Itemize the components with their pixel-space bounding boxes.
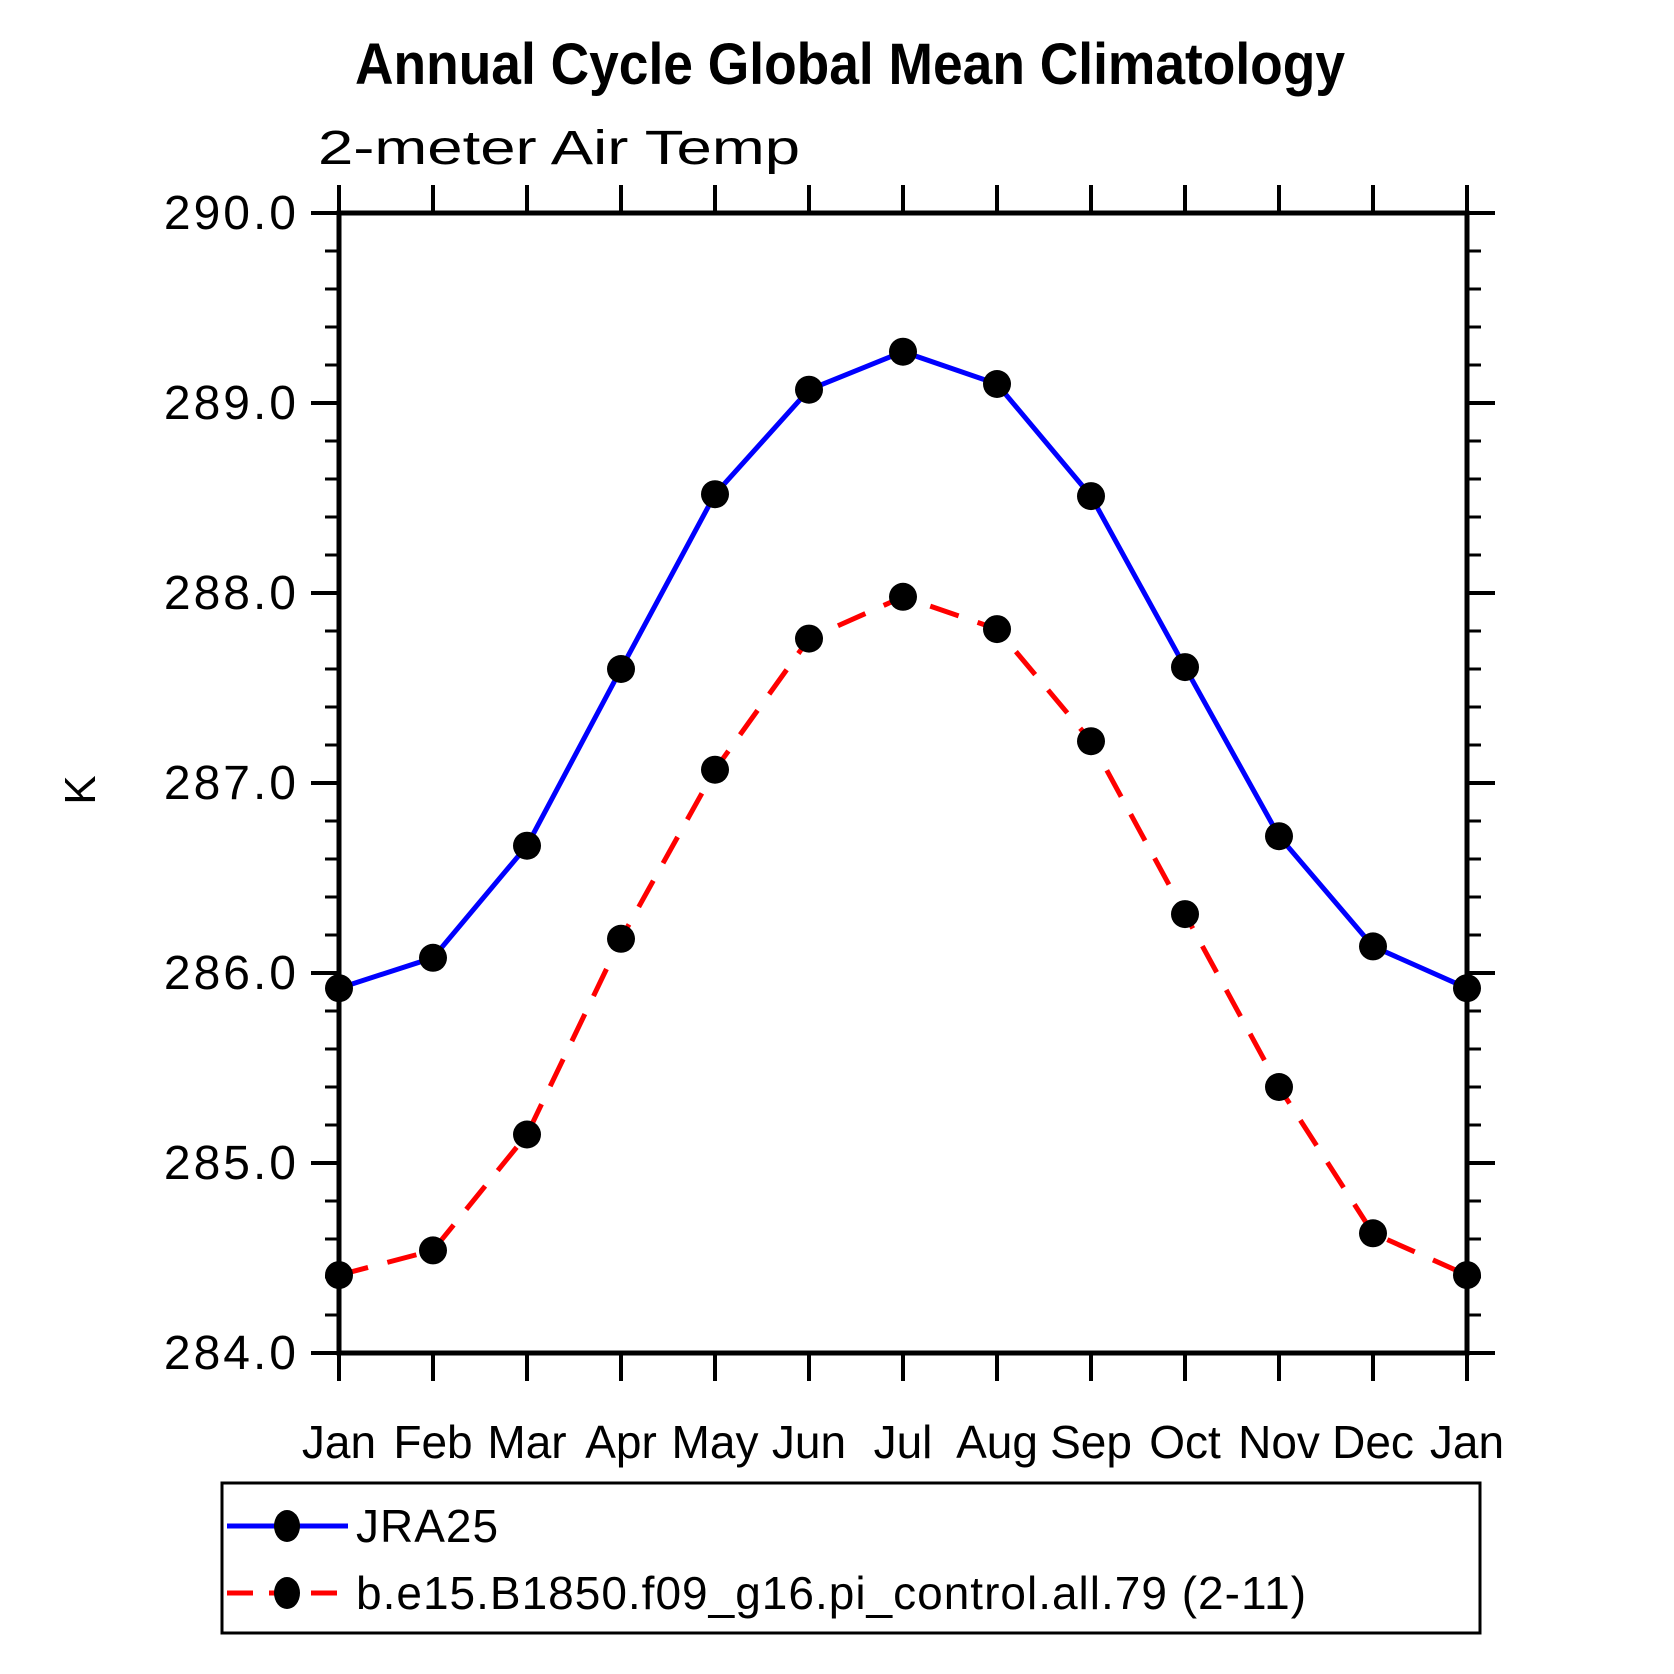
data-point-marker bbox=[1359, 932, 1387, 961]
data-point-marker bbox=[1453, 1261, 1481, 1290]
axes-layer: 284.0 285.0 286.0 287.0 288.0 289.0 290.0 Jan Fe… bbox=[164, 185, 1504, 1468]
series-line-0 bbox=[338, 349, 1469, 991]
series-layer bbox=[325, 337, 1481, 1290]
data-point-marker bbox=[889, 337, 917, 366]
legend-label: JRA25 bbox=[356, 1500, 499, 1552]
data-point-marker bbox=[983, 370, 1011, 398]
data-point-marker bbox=[607, 655, 635, 683]
legend-sample-marker bbox=[274, 1577, 300, 1609]
data-point-marker bbox=[1171, 653, 1199, 682]
data-point-marker bbox=[1171, 900, 1199, 929]
data-point-marker bbox=[701, 480, 729, 509]
chart-subtitle: 2-meter Air Temp bbox=[318, 122, 800, 175]
data-point-marker bbox=[325, 1261, 353, 1290]
data-point-marker bbox=[889, 582, 917, 611]
data-point-marker bbox=[701, 755, 729, 784]
x-tick-label: Jan bbox=[302, 1416, 376, 1468]
data-point-marker bbox=[607, 924, 635, 953]
x-tick-label: Aug bbox=[956, 1416, 1038, 1468]
legend-label: b.e15.B1850.f09_g16.pi_control.all.79 (2… bbox=[356, 1567, 1307, 1619]
data-point-marker bbox=[325, 974, 353, 1003]
x-tick-label: Feb bbox=[393, 1416, 472, 1468]
data-point-marker bbox=[1453, 974, 1481, 1003]
y-tick-label: 285.0 bbox=[164, 1137, 299, 1190]
y-tick-label: 289.0 bbox=[164, 377, 299, 430]
y-tick-label: 286.0 bbox=[164, 947, 299, 1000]
legend-box bbox=[220, 1481, 1482, 1635]
legend-sample-marker bbox=[274, 1510, 300, 1542]
legend: JRA25 b.e15.B1850.f09_g16.pi_control.all.… bbox=[220, 1481, 1482, 1635]
y-tick-label: 284.0 bbox=[164, 1327, 299, 1380]
data-point-marker bbox=[1077, 727, 1105, 756]
data-point-marker bbox=[1265, 1073, 1293, 1101]
y-tick-label: 290.0 bbox=[164, 187, 299, 240]
data-point-marker bbox=[795, 375, 823, 404]
x-tick-label: Jan bbox=[1430, 1416, 1504, 1468]
y-tick-label: 288.0 bbox=[164, 567, 299, 620]
data-point-marker bbox=[419, 943, 447, 972]
x-tick-label: Dec bbox=[1332, 1416, 1414, 1468]
data-point-marker bbox=[513, 831, 541, 860]
data-point-marker bbox=[1359, 1219, 1387, 1248]
x-tick-label: Oct bbox=[1149, 1416, 1221, 1468]
chart-title: Annual Cycle Global Mean Climatology bbox=[355, 32, 1345, 97]
x-tick-label: Jun bbox=[772, 1416, 846, 1468]
x-tick-label: Jul bbox=[874, 1416, 933, 1468]
plot-frame bbox=[336, 210, 1470, 1356]
data-point-marker bbox=[983, 615, 1011, 644]
data-point-marker bbox=[1077, 482, 1105, 511]
data-point-marker bbox=[1265, 822, 1293, 851]
data-point-marker bbox=[513, 1120, 541, 1149]
data-point-marker bbox=[795, 624, 823, 653]
series-line-1 bbox=[338, 594, 1469, 1278]
y-axis-title: K bbox=[56, 775, 105, 804]
y-tick-label: 287.0 bbox=[164, 757, 299, 810]
data-point-marker bbox=[419, 1236, 447, 1265]
x-tick-label: Sep bbox=[1050, 1416, 1132, 1468]
x-tick-label: Nov bbox=[1238, 1416, 1320, 1468]
x-tick-label: May bbox=[672, 1416, 759, 1468]
x-tick-label: Mar bbox=[487, 1416, 566, 1468]
x-tick-label: Apr bbox=[585, 1416, 657, 1468]
